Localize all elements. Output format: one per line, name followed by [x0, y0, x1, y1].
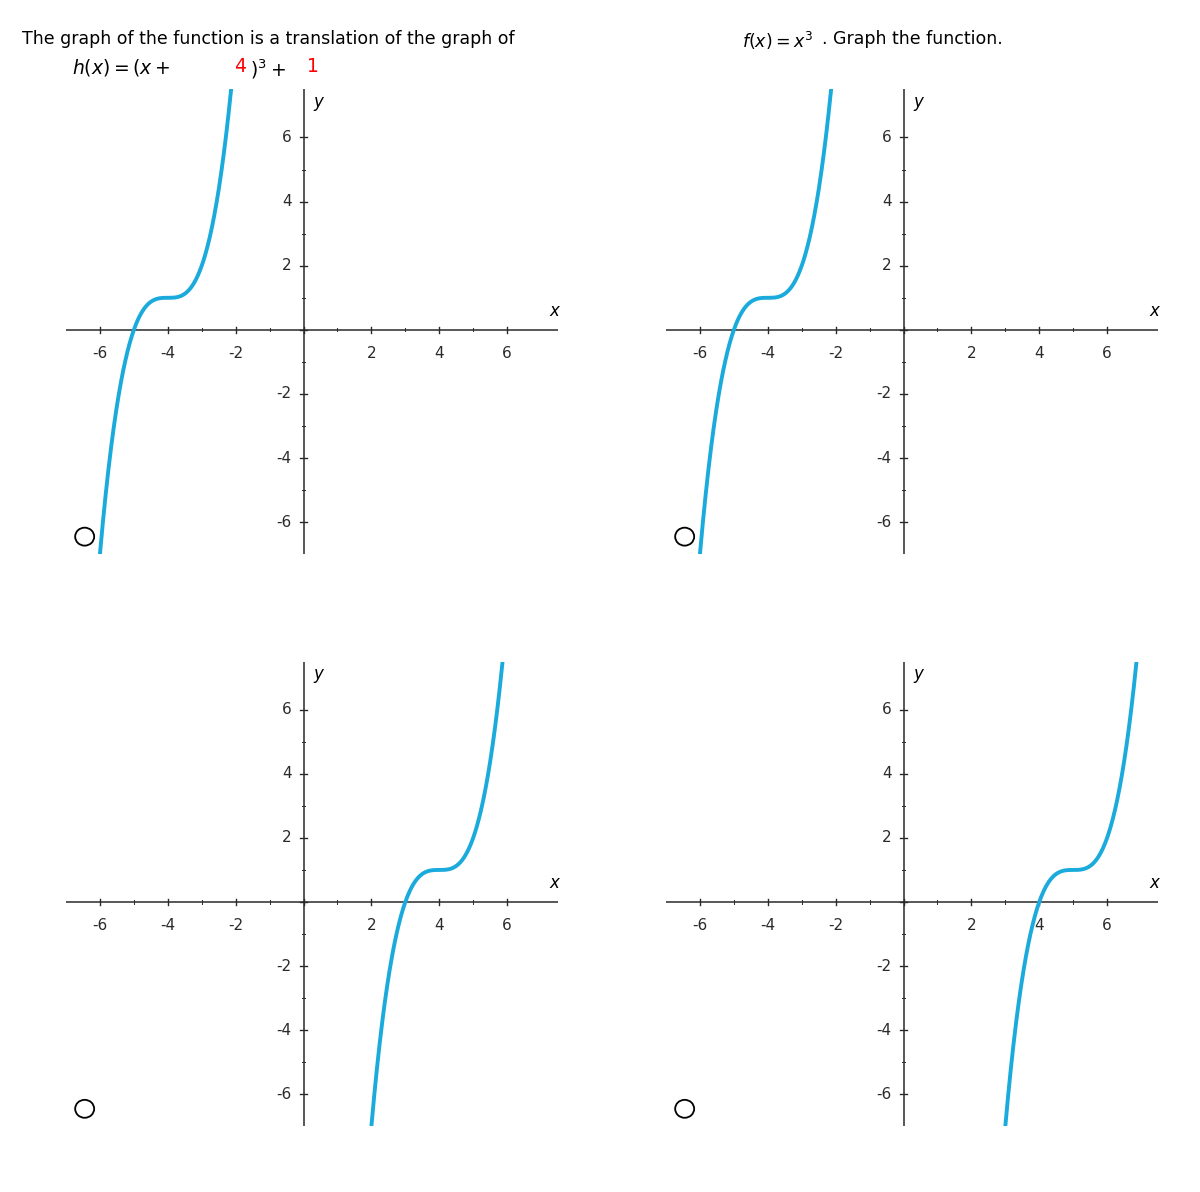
Text: -2: -2 — [228, 346, 244, 361]
Text: -2: -2 — [876, 958, 892, 974]
Text: 4: 4 — [434, 918, 444, 933]
Text: $)^3 + $: $)^3 + $ — [250, 57, 286, 81]
Text: 2: 2 — [282, 831, 292, 845]
Text: 6: 6 — [1103, 346, 1112, 361]
Text: 4: 4 — [1034, 346, 1044, 361]
Text: -6: -6 — [92, 918, 108, 933]
Text: x: x — [1150, 303, 1159, 321]
Text: 6: 6 — [503, 918, 512, 933]
Text: -6: -6 — [92, 346, 108, 361]
Text: -2: -2 — [828, 346, 844, 361]
Text: 2: 2 — [966, 346, 976, 361]
Text: 6: 6 — [1103, 918, 1112, 933]
Text: 4: 4 — [882, 766, 892, 781]
Text: -6: -6 — [876, 515, 892, 529]
Text: -6: -6 — [876, 1087, 892, 1101]
Text: -6: -6 — [276, 515, 292, 529]
Text: -2: -2 — [828, 918, 844, 933]
Text: 2: 2 — [282, 259, 292, 273]
Text: $1$: $1$ — [306, 57, 318, 76]
Text: -4: -4 — [876, 451, 892, 466]
Text: -4: -4 — [761, 918, 775, 933]
Text: 2: 2 — [366, 918, 376, 933]
Text: -4: -4 — [161, 346, 175, 361]
Text: y: y — [313, 665, 324, 683]
Text: . Graph the function.: . Graph the function. — [822, 30, 1003, 48]
Text: y: y — [913, 665, 924, 683]
Text: $h(x) = (x + $: $h(x) = (x + $ — [72, 57, 170, 79]
Text: 4: 4 — [434, 346, 444, 361]
Text: -4: -4 — [276, 1023, 292, 1038]
Text: -4: -4 — [876, 1023, 892, 1038]
Text: 2: 2 — [966, 918, 976, 933]
Text: -4: -4 — [761, 346, 775, 361]
Text: 4: 4 — [282, 766, 292, 781]
Text: $f(x) = x^3$: $f(x) = x^3$ — [742, 30, 812, 52]
Text: y: y — [913, 93, 924, 111]
Text: 6: 6 — [882, 702, 892, 718]
Text: -2: -2 — [276, 958, 292, 974]
Text: x: x — [550, 875, 559, 893]
Text: 6: 6 — [503, 346, 512, 361]
Text: -4: -4 — [276, 451, 292, 466]
Text: -6: -6 — [276, 1087, 292, 1101]
Text: $4$: $4$ — [234, 57, 247, 76]
Text: -6: -6 — [692, 346, 708, 361]
Text: 4: 4 — [1034, 918, 1044, 933]
Text: 4: 4 — [282, 194, 292, 209]
Text: The graph of the function is a translation of the graph of: The graph of the function is a translati… — [22, 30, 520, 48]
Text: x: x — [1150, 875, 1159, 893]
Text: -2: -2 — [228, 918, 244, 933]
Text: -6: -6 — [692, 918, 708, 933]
Text: -2: -2 — [876, 386, 892, 402]
Text: 6: 6 — [882, 130, 892, 145]
Text: -2: -2 — [276, 386, 292, 402]
Text: 2: 2 — [366, 346, 376, 361]
Text: -4: -4 — [161, 918, 175, 933]
Text: y: y — [313, 93, 324, 111]
Text: 6: 6 — [282, 702, 292, 718]
Text: 6: 6 — [282, 130, 292, 145]
Text: 4: 4 — [882, 194, 892, 209]
Text: x: x — [550, 303, 559, 321]
Text: 2: 2 — [882, 831, 892, 845]
Text: 2: 2 — [882, 259, 892, 273]
